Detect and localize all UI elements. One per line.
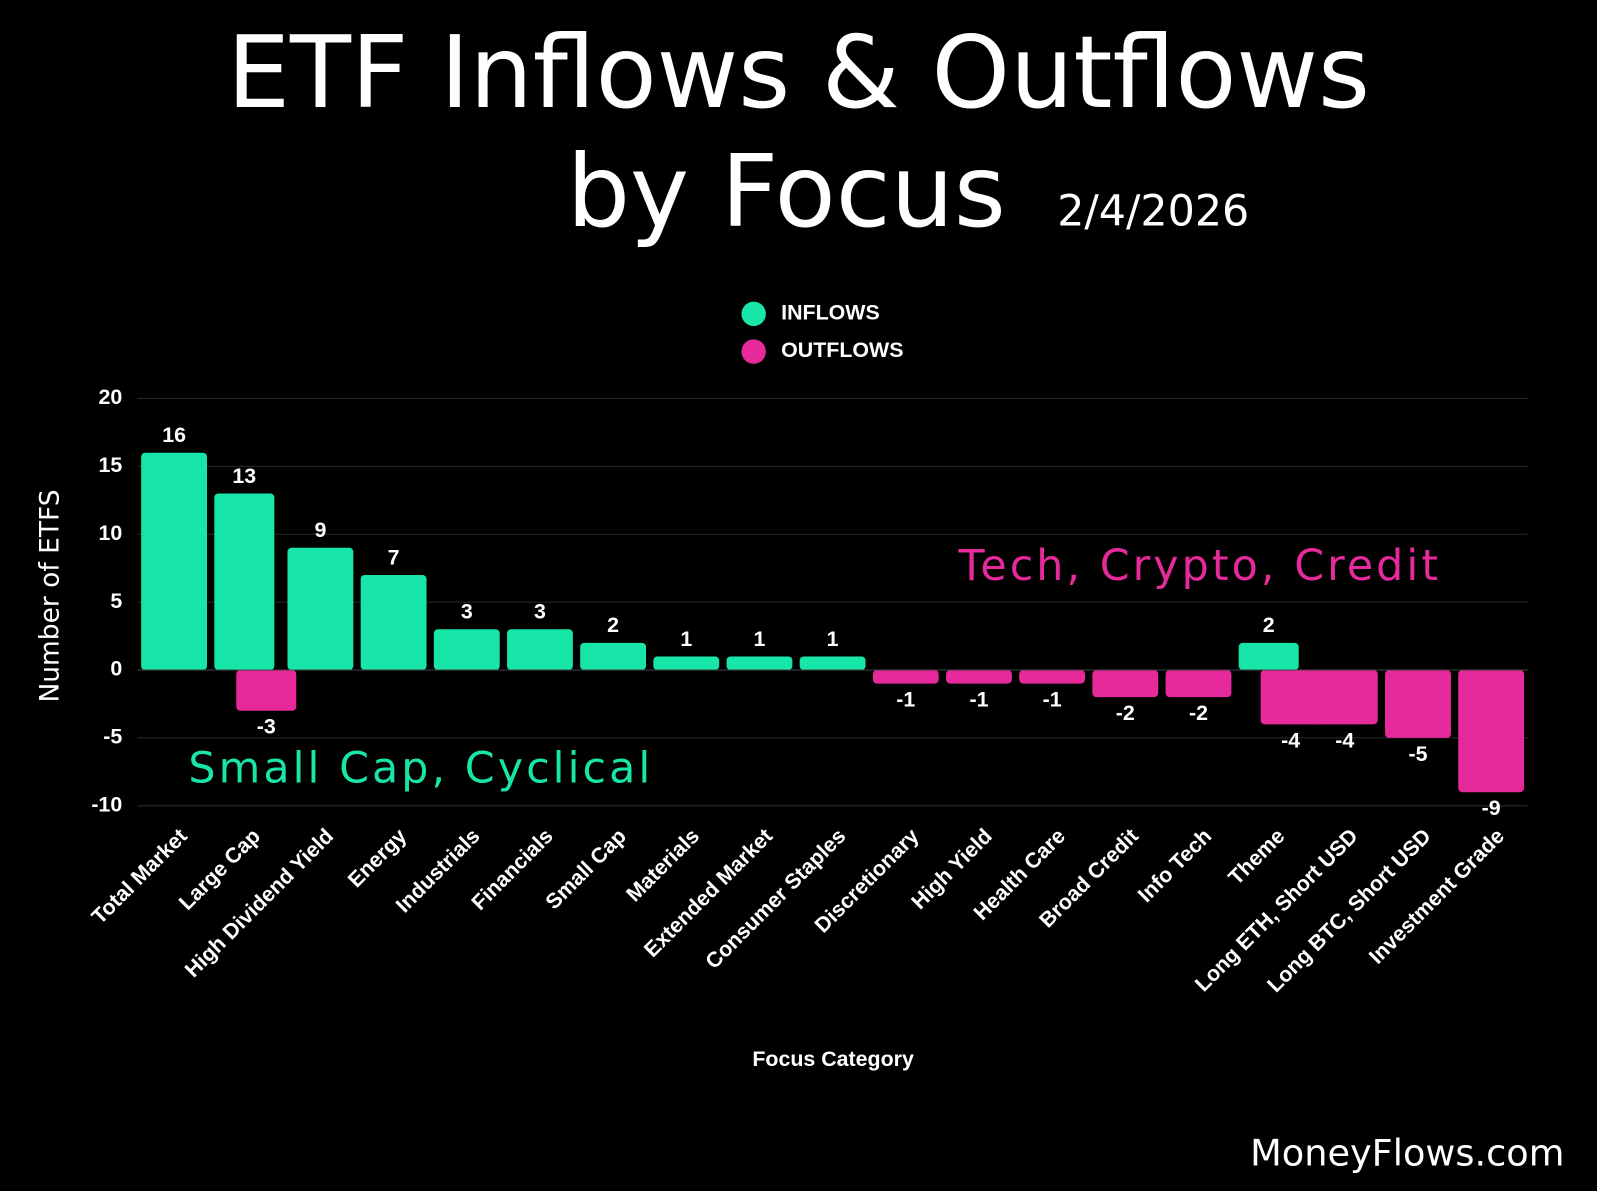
y-axis-label: Number of ETFS: [34, 489, 65, 702]
bar: [1238, 642, 1299, 671]
chart-title: ETF Inflows & Outflows: [227, 14, 1370, 131]
y-tick-label: 10: [98, 521, 122, 545]
value-label: 9: [314, 518, 326, 542]
value-label: 13: [232, 464, 256, 488]
bar: [507, 629, 573, 671]
bar: [653, 656, 720, 671]
chart-subtitle: 2/4/2026: [1057, 187, 1249, 237]
value-label: 3: [461, 600, 473, 624]
bar: [360, 574, 427, 671]
legend-marker: [741, 339, 766, 364]
value-label: -1: [1043, 688, 1062, 712]
y-tick-label: -5: [103, 725, 122, 749]
bar: [580, 642, 647, 671]
bar: [141, 452, 208, 671]
bar: [1165, 670, 1232, 698]
bar: [287, 547, 354, 671]
watermark: MoneyFlows.com: [1250, 1132, 1564, 1175]
bar: [946, 670, 1012, 684]
bar: [872, 670, 939, 684]
bar: [1092, 670, 1159, 698]
y-tick-label: -10: [91, 792, 122, 816]
bar: [1385, 670, 1451, 738]
y-tick-label: 20: [98, 385, 122, 409]
value-label: 2: [607, 613, 619, 637]
value-label: -1: [969, 688, 988, 712]
y-tick-label: 15: [98, 453, 122, 477]
value-label: -2: [1116, 701, 1135, 725]
y-tick-label: 5: [110, 589, 122, 613]
value-label: 1: [680, 627, 692, 651]
value-label: -2: [1189, 701, 1208, 725]
bar: [1311, 670, 1378, 725]
bar: [1019, 670, 1086, 684]
value-label: 2: [1263, 613, 1275, 637]
value-label: 3: [534, 600, 546, 624]
value-label: 16: [162, 423, 186, 447]
bar: [1458, 670, 1525, 793]
value-label: -5: [1408, 742, 1427, 766]
legend-label: OUTFLOWS: [781, 338, 903, 362]
annotation: Small Cap, Cyclical: [188, 744, 653, 794]
bar: [726, 656, 793, 671]
value-label: 1: [827, 627, 839, 651]
value-label: 1: [754, 627, 766, 651]
value-label: -4: [1335, 728, 1354, 752]
chart-title: by Focus: [567, 133, 1006, 250]
legend-marker: [741, 301, 766, 327]
value-label: -9: [1482, 796, 1501, 820]
value-label: -1: [896, 688, 915, 712]
y-tick-label: 0: [110, 657, 122, 681]
bar: [214, 493, 275, 671]
bar: [1260, 670, 1321, 725]
value-label: -4: [1281, 728, 1300, 752]
value-label: -3: [257, 715, 276, 739]
value-label: 7: [388, 545, 400, 569]
x-axis-label: Focus Category: [752, 1047, 914, 1071]
annotation: Tech, Crypto, Credit: [957, 541, 1441, 591]
legend-label: INFLOWS: [781, 301, 880, 325]
bar: [799, 656, 866, 671]
bar: [236, 670, 297, 711]
bar: [433, 629, 500, 671]
